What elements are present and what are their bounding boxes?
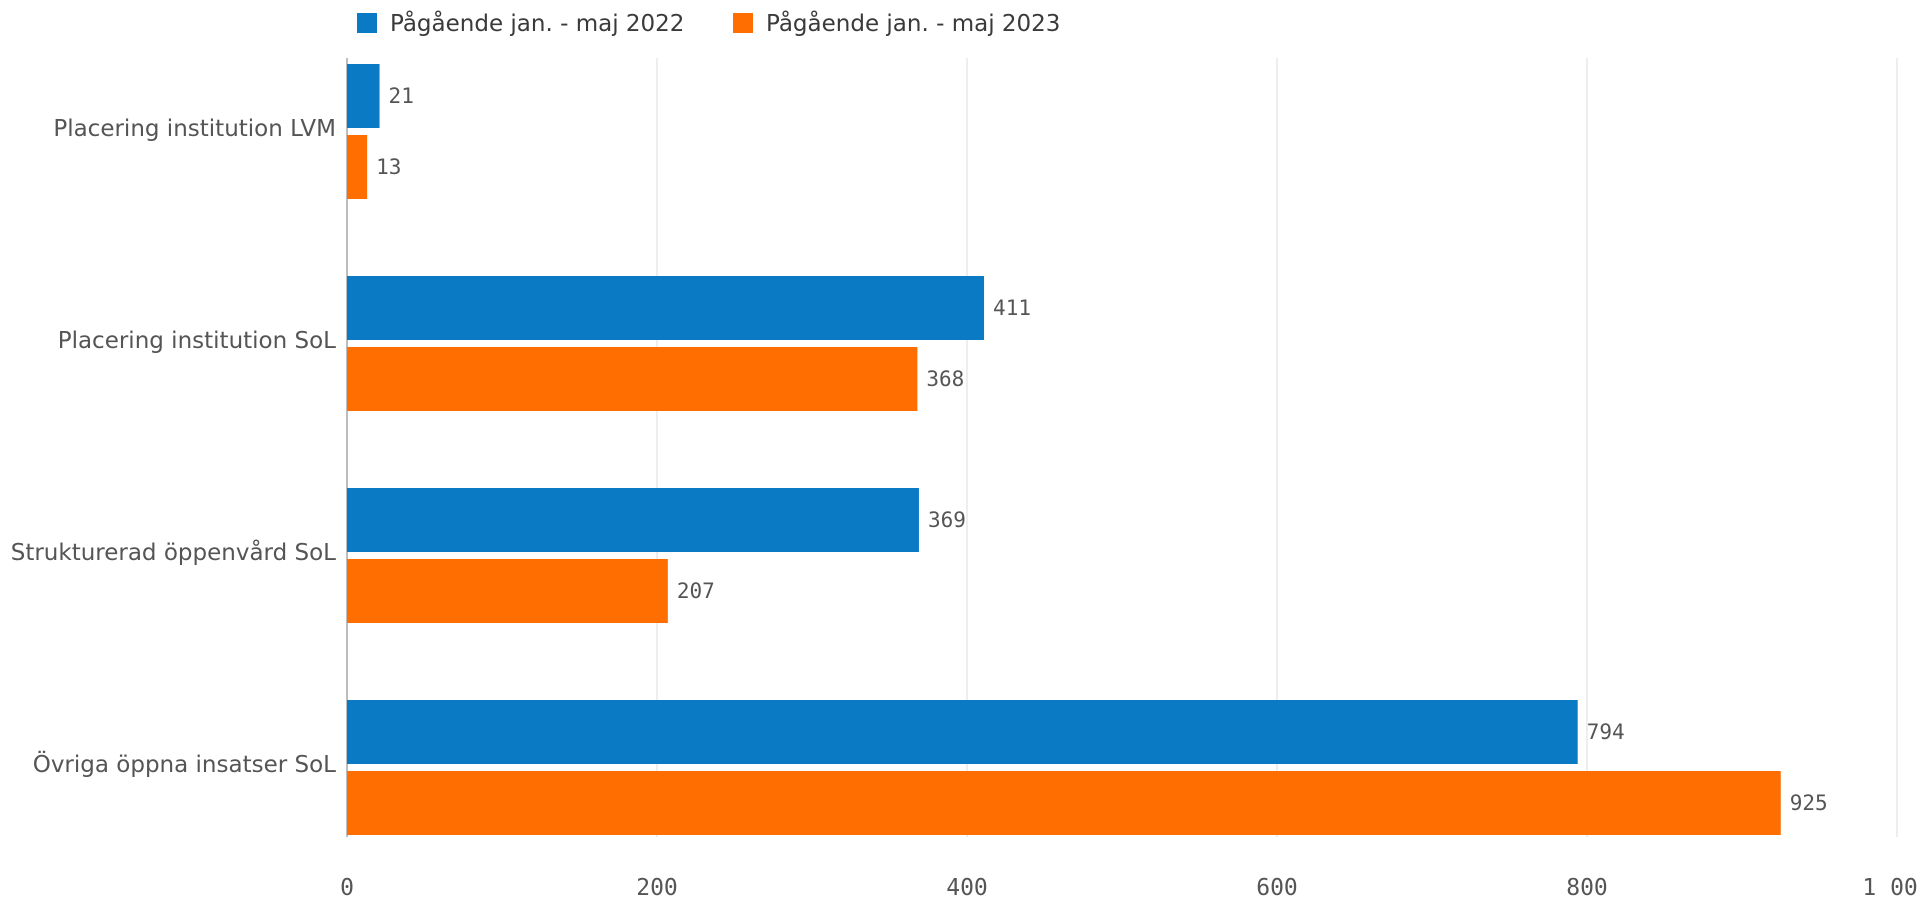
category-label: Placering institution LVM — [53, 116, 336, 142]
category-labels: Placering institution LVM Placering insti… — [11, 116, 336, 778]
bar-2023 — [347, 559, 668, 623]
category-label: Placering institution SoL — [58, 328, 336, 354]
category-label: Strukturerad öppenvård SoL — [11, 538, 336, 566]
data-label: 368 — [926, 367, 964, 391]
bar-2022 — [347, 488, 919, 552]
legend-swatch-2023 — [733, 13, 753, 33]
legend-label-2022: Pågående jan. - maj 2022 — [390, 9, 684, 37]
data-label: 21 — [389, 84, 414, 108]
x-tick-label: 200 — [636, 875, 678, 901]
bars: 21 13 411 368 369 207 794 925 — [347, 64, 1828, 835]
x-tick-label: 0 — [340, 875, 354, 901]
data-label: 794 — [1587, 720, 1625, 744]
bar-2023 — [347, 135, 368, 199]
data-label: 925 — [1790, 791, 1828, 815]
bar-2023 — [347, 347, 918, 411]
data-label: 411 — [993, 296, 1031, 320]
data-label: 13 — [376, 155, 401, 179]
bar-2022 — [347, 64, 380, 128]
legend-swatch-2022 — [357, 13, 377, 33]
x-tick-label: 400 — [946, 875, 988, 901]
x-axis-ticks: 0 200 400 600 800 1 000 — [340, 875, 1919, 901]
x-tick-label: 800 — [1566, 875, 1608, 901]
data-label: 207 — [677, 579, 715, 603]
category-label: Övriga öppna insatser SoL — [33, 750, 336, 778]
x-tick-label: 600 — [1256, 875, 1298, 901]
legend-label-2023: Pågående jan. - maj 2023 — [766, 9, 1060, 37]
bar-2023 — [347, 771, 1781, 835]
bar-2022 — [347, 700, 1578, 764]
x-tick-label: 1 000 — [1862, 875, 1919, 901]
data-label: 369 — [928, 508, 966, 532]
bar-2022 — [347, 276, 985, 340]
legend: Pågående jan. - maj 2022 Pågående jan. - … — [357, 9, 1060, 37]
